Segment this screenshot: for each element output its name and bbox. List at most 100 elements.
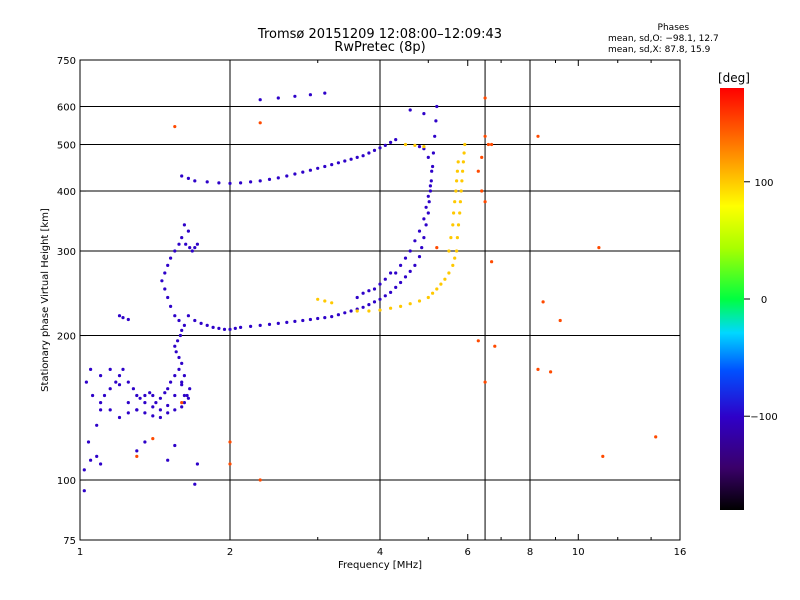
colorbar-tick-label: 100: [754, 178, 773, 189]
data-point: [389, 290, 393, 294]
data-point: [166, 411, 170, 415]
data-point: [95, 454, 99, 458]
data-point: [177, 242, 181, 246]
data-point: [117, 374, 122, 378]
data-point: [323, 164, 327, 169]
data-point: [372, 300, 377, 304]
data-point: [151, 393, 155, 398]
data-point: [378, 146, 382, 150]
y-tick-label: 750: [57, 56, 76, 67]
data-point: [233, 326, 237, 330]
data-point: [267, 177, 272, 181]
data-point: [463, 142, 467, 147]
data-point: [186, 176, 190, 180]
data-point: [180, 383, 184, 387]
data-point: [177, 355, 181, 360]
data-point: [426, 155, 430, 159]
data-point: [143, 411, 147, 415]
data-point: [258, 121, 262, 125]
data-point: [217, 326, 221, 330]
data-point: [389, 271, 393, 275]
data-point: [456, 223, 461, 227]
data-point: [114, 380, 118, 384]
data-point: [459, 189, 463, 193]
data-point: [378, 308, 382, 312]
data-point: [394, 271, 398, 275]
data-point: [389, 140, 393, 144]
data-point: [301, 170, 305, 174]
data-point: [430, 169, 434, 173]
data-point: [205, 323, 209, 327]
data-point: [483, 380, 487, 384]
x-tick-label: 6: [465, 547, 471, 558]
data-point: [108, 367, 112, 371]
data-point: [199, 321, 203, 325]
data-point: [180, 328, 184, 332]
data-point: [188, 246, 192, 250]
data-point: [389, 306, 393, 310]
data-point: [117, 415, 122, 420]
data-point: [453, 200, 457, 204]
data-point: [84, 380, 88, 384]
data-point: [439, 282, 443, 286]
data-point: [435, 287, 439, 291]
data-point: [276, 176, 280, 180]
data-point: [249, 180, 253, 184]
data-point: [422, 236, 426, 240]
data-point: [173, 393, 177, 398]
data-point: [413, 239, 417, 243]
colorbar-ticks: 100 0 −100: [744, 178, 778, 423]
data-point: [174, 350, 178, 354]
data-point: [435, 104, 439, 109]
data-point: [176, 339, 180, 343]
data-point: [434, 119, 438, 123]
data-points: [82, 91, 658, 493]
data-point: [99, 401, 103, 405]
data-point: [330, 301, 334, 305]
data-point: [422, 217, 426, 221]
data-point: [117, 314, 122, 318]
data-point: [185, 393, 189, 398]
data-point: [186, 314, 190, 318]
y-tick-label: 400: [57, 187, 76, 198]
data-point: [99, 374, 103, 378]
data-point: [394, 138, 398, 142]
data-point: [121, 367, 125, 371]
data-point: [417, 145, 422, 149]
data-point: [483, 96, 487, 100]
data-point: [361, 305, 365, 309]
data-point: [383, 294, 387, 298]
data-point: [148, 391, 152, 395]
data-point: [195, 242, 199, 246]
data-point: [182, 323, 186, 327]
data-point: [301, 318, 305, 323]
data-point: [451, 223, 455, 227]
data-point: [239, 325, 243, 329]
data-point: [285, 320, 289, 324]
data-point: [424, 205, 428, 209]
data-point: [424, 223, 428, 227]
data-point: [173, 314, 177, 318]
phase-o-stats: mean, sd,O: −98.1, 12.7: [608, 34, 719, 44]
data-point: [173, 408, 177, 412]
data-point: [91, 393, 95, 398]
data-point: [399, 304, 403, 308]
data-point: [163, 271, 167, 275]
data-point: [308, 317, 312, 322]
data-point: [378, 282, 382, 286]
data-point: [453, 256, 457, 260]
data-point: [276, 321, 280, 325]
data-point: [117, 383, 122, 387]
data-point: [426, 211, 430, 215]
data-point: [258, 179, 262, 183]
data-point: [336, 313, 340, 317]
data-point: [454, 189, 458, 193]
data-point: [258, 323, 262, 327]
data-point: [413, 143, 417, 147]
colorbar-tick-label: 0: [761, 295, 767, 306]
data-point: [193, 318, 197, 323]
data-point: [293, 319, 297, 323]
data-point: [193, 179, 197, 183]
data-point: [367, 309, 371, 313]
data-point: [180, 361, 184, 365]
